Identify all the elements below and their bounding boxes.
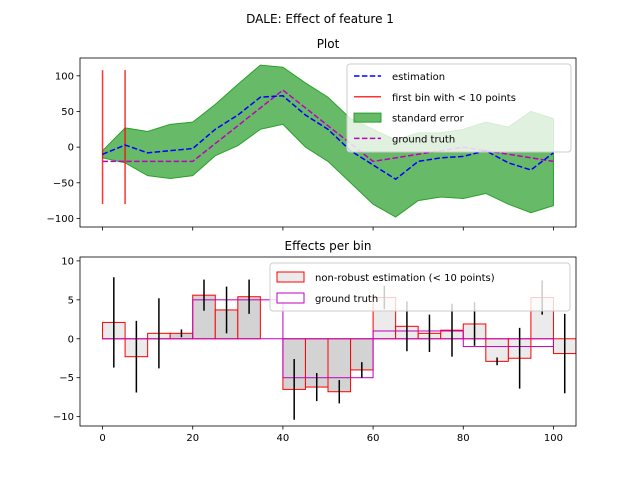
top-axis-ticks: −100 −50 0 50 100 xyxy=(47,71,554,231)
legend-estimation-label: estimation xyxy=(392,72,445,83)
legend-non-robust-label: non-robust estimation (< 10 points) xyxy=(315,273,495,284)
bottom-xtick-label: 40 xyxy=(277,433,290,444)
top-legend-box xyxy=(346,63,572,153)
bottom-plot-area xyxy=(102,277,576,420)
bottom-xtick-label: 80 xyxy=(457,433,470,444)
bottom-legend: non-robust estimation (< 10 points) groun… xyxy=(269,262,571,312)
bottom-ytick-label: −10 xyxy=(53,412,74,423)
legend-non-robust-swatch xyxy=(276,271,305,283)
bottom-axes-frame xyxy=(79,256,577,427)
legend-first-bin-label: first bin with < 10 points xyxy=(392,93,516,104)
top-subplot-title: Plot xyxy=(317,37,340,51)
figure-suptitle: DALE: Effect of feature 1 xyxy=(246,12,394,26)
bottom-legend-box xyxy=(269,262,571,312)
top-legend: estimation first bin with < 10 points stan… xyxy=(346,63,572,153)
bottom-ytick-label: 10 xyxy=(61,256,74,267)
bottom-axis-ticks: 0 20 40 60 80 100 −10 −5 0 5 10 xyxy=(53,256,563,444)
top-ytick-label: −50 xyxy=(53,178,74,189)
bottom-xtick-label: 60 xyxy=(367,433,380,444)
bottom-subplot-title: Effects per bin xyxy=(285,239,372,253)
legend-bin-ground-truth-label: ground truth xyxy=(315,294,378,305)
top-ytick-label: 0 xyxy=(68,143,74,154)
legend-standard-error-swatch xyxy=(353,112,382,123)
top-axes-frame xyxy=(79,57,577,228)
bottom-ytick-label: −5 xyxy=(59,373,74,384)
ground-truth-bar xyxy=(462,338,554,348)
top-ytick-label: 50 xyxy=(61,107,74,118)
estimation-line xyxy=(102,95,554,181)
top-ytick-label: −100 xyxy=(47,214,74,225)
bottom-xtick-label: 20 xyxy=(186,433,199,444)
standard-error-band xyxy=(102,64,554,218)
top-ytick-label: 100 xyxy=(55,71,74,82)
legend-bin-ground-truth-swatch xyxy=(276,292,305,304)
legend-standard-error-label: standard error xyxy=(392,114,465,125)
ground-truth-bar xyxy=(282,338,374,379)
bottom-ytick-label: 0 xyxy=(68,334,74,345)
bottom-ytick-label: 5 xyxy=(68,295,74,306)
bottom-xtick-label: 0 xyxy=(99,433,105,444)
ground-truth-bar xyxy=(372,330,464,340)
top-subplot: Plot −100 −50 0 50 100 estimation first bin w… xyxy=(47,37,577,231)
ground-truth-bar xyxy=(192,299,284,340)
bottom-xtick-label: 100 xyxy=(544,433,563,444)
bottom-subplot: Effects per bin 0 20 40 60 80 100 −10 −5 0 5 10 no… xyxy=(53,239,577,444)
legend-ground-truth-label: ground truth xyxy=(392,134,455,145)
